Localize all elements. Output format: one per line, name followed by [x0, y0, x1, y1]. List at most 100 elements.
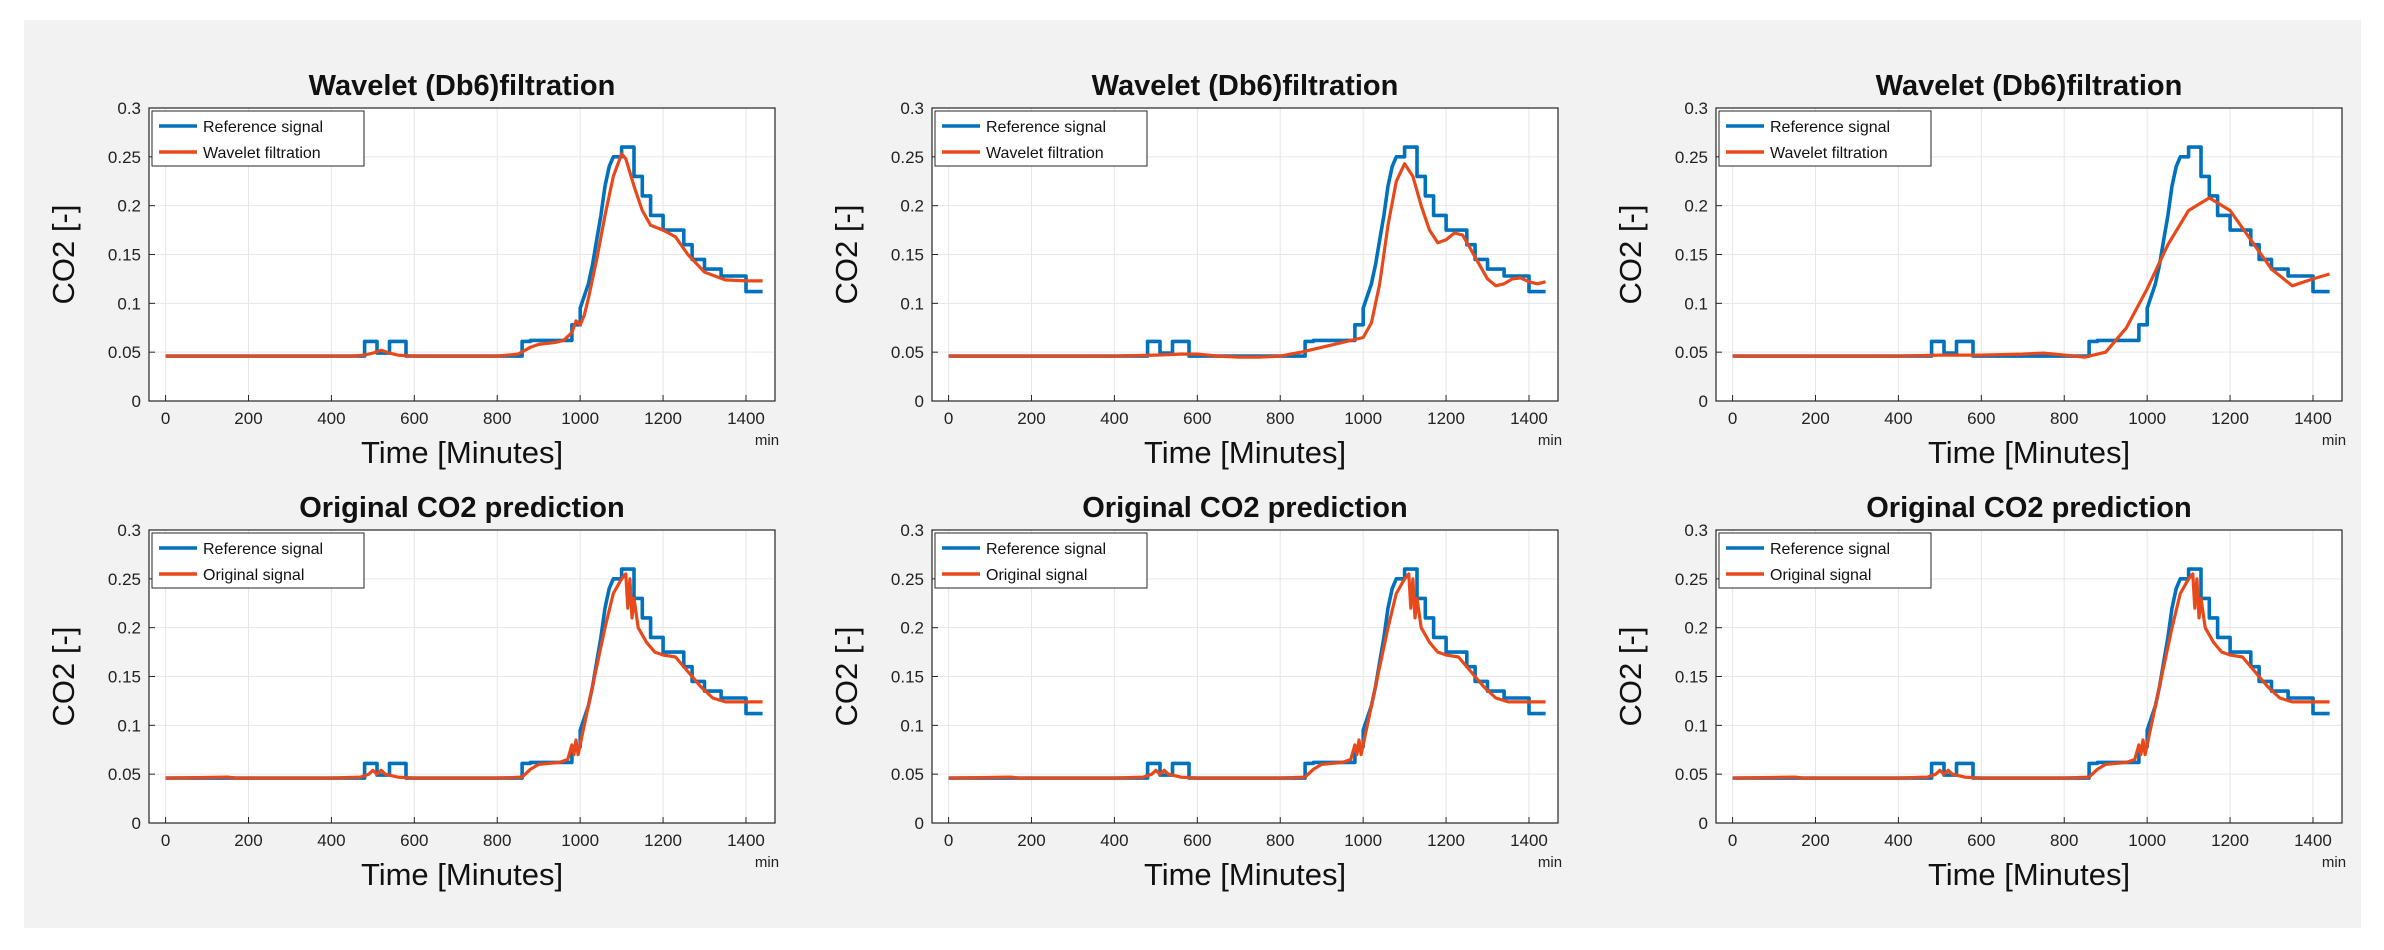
y-tick-label: 0.05 [108, 343, 141, 362]
x-tick-label: 1000 [561, 409, 599, 428]
series-line-reference [948, 145, 1546, 358]
y-tick-label: 0.05 [891, 343, 924, 362]
series-line-estimate [165, 152, 763, 358]
x-tick-label: 800 [483, 409, 511, 428]
legend: Reference signal Wavelet filtration [1718, 110, 1932, 167]
x-tick-label: 200 [234, 831, 262, 850]
x-tick-label: 0 [1728, 831, 1737, 850]
legend-box [151, 110, 365, 167]
legend-entry: Wavelet filtration [986, 145, 1104, 162]
x-tick-label: 1200 [1427, 831, 1465, 850]
y-axis-label: CO2 [-] [829, 205, 864, 305]
x-tick-label: 1400 [727, 831, 765, 850]
legend-entry: Original signal [986, 567, 1087, 584]
x-tick-label: 400 [1100, 831, 1128, 850]
legend-entry: Reference signal [1770, 541, 1890, 558]
y-tick-label: 0.25 [108, 570, 141, 589]
y-tick-label: 0.25 [891, 148, 924, 167]
x-unit-label: min [1538, 854, 1562, 871]
x-tick-label: 0 [161, 409, 170, 428]
x-tick-label: 600 [1967, 409, 1995, 428]
x-tick-label: 400 [1884, 831, 1912, 850]
x-unit-label: min [2322, 854, 2346, 871]
figure-background: 0 200 400 600 800 1000 1200 1400 0 0.05 0.1 0.15 0.2… [24, 20, 2361, 928]
chart-grid: 0 200 400 600 800 1000 1200 1400 0 0.05 0.1 0.15 0.2… [46, 70, 2346, 892]
x-tick-label: 1000 [1344, 409, 1382, 428]
y-tick-label: 0.05 [891, 765, 924, 784]
legend-box [1718, 532, 1932, 589]
x-tick-label: 800 [2050, 831, 2078, 850]
x-tick-label: 800 [2050, 409, 2078, 428]
series-line-estimate [165, 572, 763, 780]
chart-panel-bottom-left: 0 200 400 600 800 1000 1200 1400 0 0.05 0.1 0.15 0.2… [46, 492, 779, 892]
x-tick-label: 1400 [2294, 409, 2332, 428]
y-tick-label: 0.25 [1675, 570, 1708, 589]
chart-panel-bottom-right: 0 200 400 600 800 1000 1200 1400 0 0.05 0.1 0.15 0.2… [1613, 492, 2346, 892]
x-tick-label: 200 [1017, 409, 1045, 428]
y-tick-label: 0.2 [900, 197, 924, 216]
y-tick-label: 0 [915, 392, 924, 411]
y-axis-label: CO2 [-] [46, 205, 81, 305]
chart-panel-bottom-middle: 0 200 400 600 800 1000 1200 1400 0 0.05 0.1 0.15 0.2… [829, 492, 1562, 892]
series-line-estimate [1732, 572, 2330, 780]
y-tick-label: 0.2 [117, 197, 141, 216]
y-tick-label: 0.15 [891, 246, 924, 265]
legend-box [1718, 110, 1932, 167]
y-tick-label: 0.3 [900, 521, 924, 540]
x-tick-label: 0 [944, 831, 953, 850]
x-tick-label: 400 [1100, 409, 1128, 428]
y-tick-label: 0.05 [108, 765, 141, 784]
y-tick-label: 0.1 [117, 294, 141, 313]
series-line-reference [165, 145, 763, 358]
x-unit-label: min [755, 432, 779, 449]
x-tick-label: 800 [1266, 831, 1294, 850]
legend-entry: Reference signal [986, 541, 1106, 558]
legend-entry: Wavelet filtration [1770, 145, 1888, 162]
legend: Reference signal Wavelet filtration [151, 110, 365, 167]
legend-box [934, 110, 1148, 167]
legend-entry: Reference signal [1770, 119, 1890, 136]
x-tick-label: 600 [400, 409, 428, 428]
legend: Reference signal Original signal [151, 532, 365, 589]
y-tick-label: 0.05 [1675, 343, 1708, 362]
y-tick-label: 0.15 [891, 668, 924, 687]
y-tick-label: 0 [1699, 814, 1708, 833]
x-axis-label: Time [Minutes] [361, 857, 563, 892]
x-tick-label: 400 [317, 409, 345, 428]
y-tick-label: 0.1 [117, 716, 141, 735]
y-tick-label: 0 [132, 814, 141, 833]
legend: Reference signal Wavelet filtration [934, 110, 1148, 167]
series-line-reference [948, 567, 1546, 780]
x-tick-label: 200 [1801, 831, 1829, 850]
legend-entry: Reference signal [986, 119, 1106, 136]
x-tick-label: 1400 [727, 409, 765, 428]
y-axis-label: CO2 [-] [46, 627, 81, 727]
y-tick-label: 0.3 [1684, 99, 1708, 118]
x-tick-label: 1000 [2128, 409, 2166, 428]
x-axis-label: Time [Minutes] [361, 435, 563, 470]
x-tick-label: 1400 [1510, 831, 1548, 850]
y-tick-label: 0.3 [900, 99, 924, 118]
x-tick-label: 200 [234, 409, 262, 428]
y-tick-label: 0.25 [108, 148, 141, 167]
legend-box [934, 532, 1148, 589]
x-tick-label: 1000 [561, 831, 599, 850]
legend-entry: Reference signal [203, 119, 323, 136]
series-line-reference [165, 567, 763, 780]
x-tick-label: 600 [1183, 409, 1211, 428]
y-tick-label: 0.25 [1675, 148, 1708, 167]
x-tick-label: 400 [1884, 409, 1912, 428]
y-tick-label: 0.2 [117, 619, 141, 638]
legend: Reference signal Original signal [934, 532, 1148, 589]
legend-entry: Original signal [1770, 567, 1871, 584]
y-tick-label: 0.1 [1684, 294, 1708, 313]
chart-title: Original CO2 prediction [1082, 492, 1408, 524]
x-unit-label: min [755, 854, 779, 871]
x-tick-label: 200 [1801, 409, 1829, 428]
y-tick-label: 0.15 [108, 668, 141, 687]
x-tick-label: 1200 [2211, 409, 2249, 428]
x-axis-label: Time [Minutes] [1144, 435, 1346, 470]
series-line-reference [1732, 567, 2330, 780]
x-tick-label: 1400 [2294, 831, 2332, 850]
chart-title: Original CO2 prediction [1866, 492, 2192, 524]
